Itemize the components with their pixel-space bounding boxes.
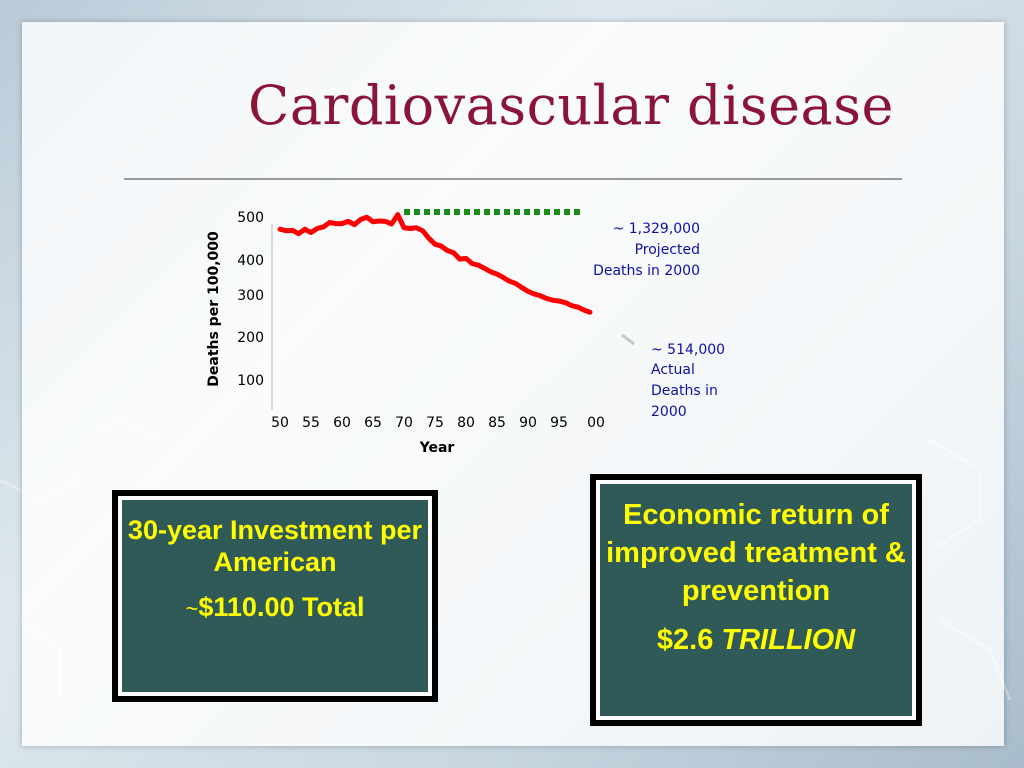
economic-amount: $2.6 — [656, 624, 722, 656]
x-tick-label: 00 — [587, 415, 605, 431]
y-tick-label: 400 — [237, 253, 264, 269]
y-axis-label: Deaths per 100,000 — [206, 231, 222, 387]
y-tick-label: 500 — [237, 210, 264, 226]
y-tick-label: 200 — [237, 330, 264, 346]
x-tick-label: 60 — [333, 415, 351, 431]
x-tick-label: 75 — [426, 415, 444, 431]
investment-box: 30-year Investment per American ~$110.00… — [116, 494, 434, 698]
x-tick-label: 50 — [271, 415, 289, 431]
investment-label: 30-year Investment per American — [127, 515, 423, 577]
annotation-pointer — [621, 333, 635, 346]
slide: Cardiovascular disease 100 200 300 400 500 De… — [22, 22, 1004, 746]
actual-annotation: Actual — [651, 362, 695, 378]
investment-amount: $110.00 Total — [198, 592, 365, 622]
actual-annotation: ~ 514,000 — [651, 342, 725, 358]
investment-amount-line: ~$110.00 Total — [122, 592, 428, 623]
x-tick-label: 85 — [488, 415, 506, 431]
title-divider — [124, 178, 902, 180]
projected-annotation: ~ 1,329,000 — [613, 221, 700, 237]
deaths-chart: 100 200 300 400 500 Deaths per 100,000 50 55 60 6… — [206, 209, 725, 456]
actual-annotation: Deaths in — [651, 383, 718, 399]
economic-return-box: Economic return of improved treatment & … — [594, 478, 918, 722]
x-tick-label: 80 — [457, 415, 475, 431]
slide-title: Cardiovascular disease — [248, 74, 894, 137]
economic-amount-line: $2.6 TRILLION — [600, 624, 912, 657]
actual-series-line — [277, 212, 593, 315]
investment-tilde: ~ — [185, 596, 199, 621]
x-tick-label: 55 — [302, 415, 320, 431]
y-tick-label: 100 — [237, 373, 264, 389]
x-tick-label: 65 — [364, 415, 382, 431]
economic-amount-unit: TRILLION — [721, 624, 856, 656]
x-tick-label: 70 — [395, 415, 413, 431]
x-tick-label: 95 — [550, 415, 568, 431]
projected-annotation: Deaths in 2000 — [593, 263, 700, 279]
economic-label: Economic return of improved treatment & … — [606, 499, 906, 607]
projected-annotation: Projected — [635, 242, 700, 258]
actual-annotation: 2000 — [651, 404, 687, 420]
x-tick-label: 90 — [519, 415, 537, 431]
y-tick-label: 300 — [237, 288, 264, 304]
x-axis-label: Year — [419, 440, 455, 456]
